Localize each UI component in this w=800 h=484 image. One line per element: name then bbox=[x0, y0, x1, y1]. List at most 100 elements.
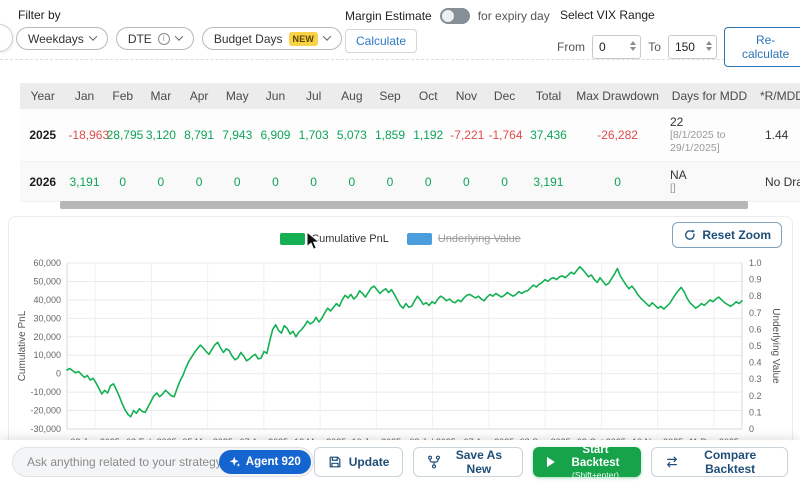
y-tick-label: -10,000 bbox=[30, 387, 61, 397]
table-cell: -26,282 bbox=[573, 109, 662, 163]
table-cell: -7,221 bbox=[447, 109, 486, 163]
compare-arrows-icon bbox=[667, 456, 678, 468]
table-cell: 2025 bbox=[20, 109, 66, 163]
vix-from-input[interactable] bbox=[599, 40, 627, 54]
compare-backtest-button[interactable]: Compare Backtest bbox=[651, 447, 788, 477]
pnl-line-chart[interactable]: 02 Jan 202503 Feb 202505 Mar 202507 Apr … bbox=[9, 251, 792, 451]
table-cell: 3,120 bbox=[141, 109, 180, 163]
table-header-row: Year Jan Feb Mar Apr May Jun Jul Aug Sep Oct Nov Dec… bbox=[20, 83, 800, 109]
bottom-action-bar: Agent 920 Update Save As New bbox=[0, 440, 800, 484]
table-cell: -18,963 bbox=[65, 109, 109, 163]
save-icon bbox=[329, 456, 341, 468]
reset-zoom-label: Reset Zoom bbox=[702, 228, 771, 242]
y2-tick-label: 0.1 bbox=[749, 407, 762, 417]
filter-by-label: Filter by bbox=[18, 8, 61, 22]
start-backtest-label: Start Backtest bbox=[571, 444, 620, 470]
y2-tick-label: 0.7 bbox=[749, 308, 762, 318]
column-header: Year bbox=[20, 83, 66, 109]
column-header: Dec bbox=[485, 83, 524, 109]
y-tick-label: 10,000 bbox=[33, 350, 61, 360]
collapsed-sidebar-handle[interactable] bbox=[0, 24, 13, 52]
weekdays-dropdown-label: Weekdays bbox=[28, 31, 84, 46]
new-badge: NEW bbox=[288, 31, 319, 46]
vix-to-label: To bbox=[648, 40, 661, 54]
y-tick-label: 20,000 bbox=[33, 332, 61, 342]
stepper-arrows-icon[interactable] bbox=[630, 41, 637, 51]
vix-range-controls: From To Re-calculate bbox=[557, 27, 800, 67]
column-header: Oct bbox=[409, 83, 448, 109]
margin-estimate-label: Margin Estimate bbox=[345, 9, 432, 23]
horizontal-scrollbar[interactable] bbox=[60, 201, 748, 209]
y2-tick-label: 1.0 bbox=[749, 258, 762, 268]
vix-from-field bbox=[592, 35, 642, 59]
legend-item[interactable]: Cumulative PnL bbox=[280, 233, 389, 245]
table-cell: 0 bbox=[141, 161, 180, 203]
update-button[interactable]: Update bbox=[313, 447, 404, 477]
pnl-table: Year Jan Feb Mar Apr May Jun Jul Aug Sep Oct Nov Dec… bbox=[20, 83, 800, 203]
column-header: Jul bbox=[294, 83, 333, 109]
action-buttons: Update Save As New Start Backtest (Shift… bbox=[313, 444, 788, 479]
calculate-button[interactable]: Calculate bbox=[345, 29, 418, 53]
start-backtest-button[interactable]: Start Backtest (Shift+enter) bbox=[533, 444, 642, 479]
y2-tick-label: 0.2 bbox=[749, 391, 762, 401]
column-header: Jun bbox=[256, 83, 295, 109]
margin-estimate-toggle[interactable] bbox=[439, 8, 470, 24]
play-icon bbox=[547, 456, 556, 468]
table-cell: 1,703 bbox=[294, 109, 333, 163]
chevron-down-icon bbox=[322, 31, 332, 41]
column-header: Mar bbox=[141, 83, 180, 109]
column-header: Feb bbox=[103, 83, 142, 109]
chart-legend: Cumulative PnL Underlying Value bbox=[9, 233, 792, 245]
y2-axis-title: Underlying Value bbox=[770, 308, 781, 384]
table-cell: 0 bbox=[294, 161, 333, 203]
agent-label: Agent 920 bbox=[245, 456, 301, 468]
table-cell: 0 bbox=[179, 161, 219, 203]
y2-tick-label: 0.8 bbox=[749, 291, 762, 301]
column-header: Apr bbox=[179, 83, 219, 109]
table-cell: 0 bbox=[370, 161, 410, 203]
column-header: Nov bbox=[447, 83, 486, 109]
chevron-down-icon bbox=[174, 31, 184, 41]
compare-backtest-label: Compare Backtest bbox=[704, 448, 757, 476]
column-header: Aug bbox=[332, 83, 371, 109]
weekdays-dropdown[interactable]: Weekdays bbox=[16, 27, 108, 50]
dte-dropdown[interactable]: DTE i bbox=[115, 27, 194, 50]
table-cell: 1,859 bbox=[370, 109, 410, 163]
y2-tick-label: 0.5 bbox=[749, 341, 762, 351]
chat-input-wrap: Agent 920 bbox=[12, 447, 314, 477]
stepper-arrows-icon[interactable] bbox=[706, 41, 713, 51]
chevron-down-icon bbox=[88, 31, 98, 41]
y2-tick-label: 0.6 bbox=[749, 324, 762, 334]
mouse-cursor bbox=[306, 231, 321, 250]
table-cell: No Drawdown bbox=[756, 161, 800, 203]
pnl-series-line bbox=[66, 265, 743, 418]
y2-tick-label: 0.3 bbox=[749, 374, 762, 384]
table-row[interactable]: 2025 -18,963 28,795 3,120 8,791 7,943 6,909 1,7… bbox=[20, 109, 800, 163]
table-cell: 8,791 bbox=[179, 109, 219, 163]
vix-to-input[interactable] bbox=[674, 40, 703, 54]
legend-swatch bbox=[406, 233, 432, 245]
vix-from-label: From bbox=[557, 40, 585, 54]
budget-days-dropdown[interactable]: Budget Days NEW bbox=[201, 27, 343, 50]
table-cell: 0 bbox=[573, 161, 662, 203]
y-tick-label: 50,000 bbox=[33, 276, 61, 286]
toggle-knob bbox=[441, 10, 454, 22]
y2-tick-label: 0 bbox=[749, 424, 754, 434]
legend-item[interactable]: Underlying Value bbox=[406, 233, 521, 245]
table-cell: 7,943 bbox=[218, 109, 257, 163]
legend-label: Cumulative PnL bbox=[311, 233, 389, 245]
table-cell: 0 bbox=[218, 161, 257, 203]
vix-to-field bbox=[667, 35, 718, 59]
info-icon: i bbox=[157, 32, 170, 45]
table-cell: 22 [8/1/2025 to 29/1/2025] bbox=[661, 109, 757, 163]
y-tick-label: 60,000 bbox=[33, 258, 61, 268]
save-as-new-label: Save As New bbox=[455, 448, 503, 476]
table-cell: NA[] bbox=[661, 161, 757, 203]
save-as-new-button[interactable]: Save As New bbox=[413, 447, 524, 477]
table-cell: 3,191 bbox=[523, 161, 574, 203]
agent-button[interactable]: Agent 920 bbox=[218, 450, 311, 474]
recalculate-button[interactable]: Re-calculate bbox=[724, 27, 800, 67]
reset-zoom-button[interactable]: Reset Zoom bbox=[672, 222, 782, 248]
margin-estimate-group: Margin Estimate for expiry day bbox=[345, 8, 550, 24]
